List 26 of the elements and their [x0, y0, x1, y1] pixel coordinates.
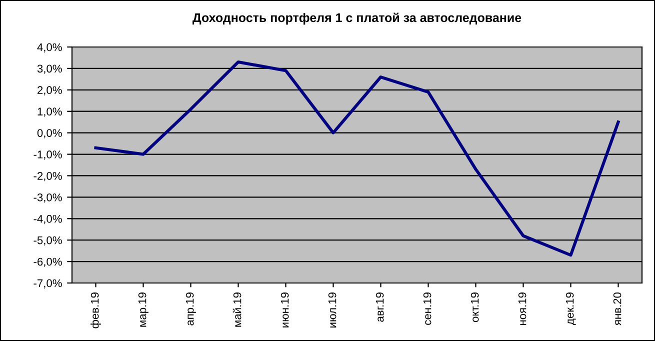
y-tick-label: 4,0% — [37, 43, 62, 52]
x-tick-label: апр.19 — [186, 292, 196, 326]
y-tick-label: -3,0% — [34, 193, 62, 203]
x-tick-label: мар.19 — [138, 292, 148, 327]
y-tick-label: -4,0% — [34, 214, 62, 224]
y-tick-label: -5,0% — [34, 236, 62, 246]
x-tick-label: окт.19 — [470, 292, 479, 322]
x-tick-label: янв.20 — [613, 292, 622, 326]
y-tick-label: -2,0% — [34, 172, 62, 182]
x-tick-label: июл.19 — [328, 292, 336, 328]
x-tick-label: май.19 — [232, 292, 242, 327]
y-tick-label: 3,0% — [37, 64, 62, 74]
y-tick-label: 1,0% — [38, 108, 62, 117]
y-tick-label: -6,0% — [34, 258, 62, 267]
x-tick-label: июн.19 — [280, 292, 289, 328]
x-tick-label: дек.19 — [566, 292, 576, 325]
y-tick-label: 0,0% — [37, 129, 62, 138]
x-tick-label: фев.19 — [90, 292, 101, 328]
x-tick-label: авг.19 — [376, 292, 384, 322]
chart-title: Доходность портфеля 1 с платой за автоследование — [192, 12, 522, 25]
x-tick-label: сен.19 — [423, 292, 432, 325]
line-series — [94, 60, 620, 257]
y-tick-label: -7,0% — [34, 279, 62, 288]
y-tick-label: 2,0% — [38, 86, 62, 96]
y-tick-label: -1,0% — [34, 150, 62, 160]
x-tick-label: ноя.19 — [518, 292, 526, 326]
